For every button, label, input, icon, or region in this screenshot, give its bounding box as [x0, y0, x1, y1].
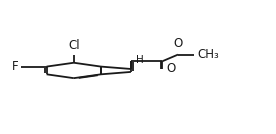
- Text: H: H: [136, 55, 144, 65]
- Text: Cl: Cl: [68, 39, 79, 52]
- Text: F: F: [12, 60, 19, 73]
- Text: CH₃: CH₃: [198, 48, 220, 61]
- Text: O: O: [173, 37, 183, 50]
- Text: O: O: [166, 62, 176, 75]
